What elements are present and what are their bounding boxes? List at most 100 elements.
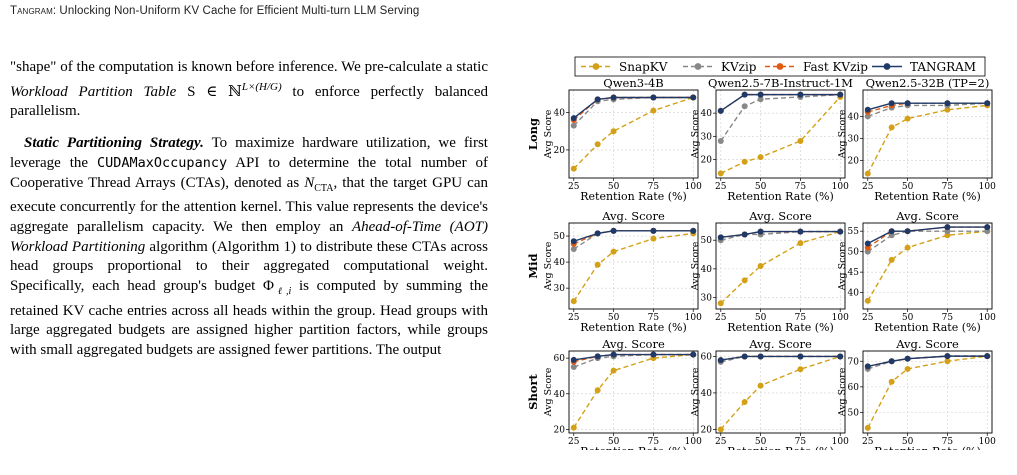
x-tick-label: 25	[715, 437, 727, 447]
panel-1-2: Avg. Score 25 50 75 100 40 45 50 55 Retention Rat…	[837, 209, 996, 334]
data-point	[594, 387, 601, 394]
x-tick-label: 100	[685, 313, 702, 323]
data-point	[650, 351, 657, 358]
data-point	[741, 103, 748, 110]
data-point	[864, 113, 871, 120]
x-tick-label: 100	[979, 313, 996, 323]
data-point	[904, 100, 911, 107]
y-axis-label: Avg Score	[837, 367, 848, 417]
series-line-kvzip	[573, 230, 694, 250]
data-point	[570, 115, 577, 122]
data-point	[610, 128, 617, 135]
panel-title: Qwen3-4B	[603, 76, 663, 90]
data-point	[741, 91, 748, 98]
panel-0-0: Qwen3-4B 25 50 75 100 20 40 Retention Rate (%) A…	[543, 76, 702, 203]
running-head-title: Tangram	[10, 5, 53, 17]
y-tick-label: 60	[554, 354, 566, 364]
x-tick-label: 100	[979, 437, 996, 447]
data-point	[797, 366, 804, 373]
y-axis-label: Avg Score	[690, 241, 701, 291]
series-line-kvzip	[867, 230, 988, 253]
x-tick-label: 25	[715, 182, 727, 192]
x-tick-label: 100	[832, 437, 849, 447]
panel-frame	[715, 350, 846, 434]
y-tick-label: 20	[701, 155, 713, 165]
panel-title: Qwen2.5-32B (TP=2)	[866, 76, 990, 90]
y-axis-label: Avg Score	[543, 241, 554, 291]
y-tick-label: 50	[848, 248, 860, 258]
y-tick-label: 55	[848, 227, 860, 237]
legend-label-1: KVzip	[721, 60, 757, 74]
panel-0-2: Qwen2.5-32B (TP=2) 25 50 75 100 20 30 40 Retenti…	[837, 76, 996, 203]
x-tick-label: 100	[832, 182, 849, 192]
y-tick-label: 45	[848, 268, 860, 278]
legend-label-0: SnapKV	[619, 60, 668, 74]
p2-code: CUDAMaxOccupancy	[97, 154, 228, 171]
paragraph-2: Static Partitioning Strategy. To maximiz…	[10, 134, 488, 361]
data-point	[944, 106, 951, 113]
x-axis-label: Retention Rate (%)	[874, 190, 981, 203]
x-tick-label: 75	[648, 437, 660, 447]
p2-runin-heading: Static Partitioning Strategy.	[24, 135, 204, 152]
p2-text-b: API to determine the total number of Coo…	[10, 154, 489, 191]
data-point	[984, 353, 991, 360]
data-point	[741, 158, 748, 165]
y-tick-label: 40	[554, 390, 566, 400]
panel-frame	[862, 350, 993, 434]
series-line-snapkv	[573, 353, 694, 429]
series-line-tangram	[720, 93, 841, 112]
figure-line-charts: SnapKV KVzip Fast KVzip TANGRAM Long Mid Short…	[527, 56, 996, 450]
panel-title: Avg. Score	[748, 209, 812, 223]
x-tick-label: 50	[902, 313, 914, 323]
y-tick-label: 20	[554, 425, 566, 435]
x-tick-label: 50	[608, 313, 620, 323]
y-axis-label: Avg Score	[837, 109, 848, 159]
p1-emphasis: Workload Partition Table	[10, 83, 177, 100]
legend: SnapKV KVzip Fast KVzip TANGRAM	[574, 56, 986, 77]
x-tick-label: 50	[902, 182, 914, 192]
x-tick-label: 100	[685, 182, 702, 192]
y-tick-label: 20	[701, 425, 713, 435]
y-tick-label: 40	[554, 258, 566, 268]
body-text-column: "shape" of the computation is known befo…	[10, 58, 488, 361]
panel-title: Avg. Score	[601, 209, 665, 223]
x-tick-label: 25	[715, 313, 727, 323]
y-tick-label: 60	[701, 352, 713, 362]
data-point	[757, 382, 764, 389]
data-point	[888, 358, 895, 365]
data-point	[570, 364, 577, 371]
data-point	[757, 154, 764, 161]
data-point	[610, 351, 617, 358]
data-point	[864, 363, 871, 370]
series-line-fast-kvzip	[720, 93, 841, 112]
series-line-snapkv	[573, 96, 694, 170]
x-tick-label: 100	[832, 313, 849, 323]
x-tick-label: 75	[942, 437, 954, 447]
data-point	[570, 298, 577, 305]
data-point	[570, 424, 577, 431]
x-axis-label: Retention Rate (%)	[727, 321, 834, 334]
x-axis-label: Retention Rate (%)	[580, 190, 687, 203]
data-point	[594, 353, 601, 360]
data-point	[717, 170, 724, 177]
y-tick-label: 40	[848, 112, 860, 122]
y-tick-label: 50	[848, 409, 860, 419]
legend-marker-0	[592, 63, 600, 70]
legend-marker-3	[883, 63, 891, 70]
data-point	[570, 122, 577, 129]
x-axis-label: Retention Rate (%)	[874, 321, 981, 334]
panel-0-1: Qwen2.5-7B-Instruct-1M 25 50 75 100 20 30 40 Ret…	[690, 76, 853, 203]
data-point	[984, 100, 991, 107]
data-point	[650, 235, 657, 242]
data-point	[864, 297, 871, 304]
data-point	[984, 224, 991, 231]
p2-subscript-2: ℓ,i	[273, 286, 292, 298]
x-tick-label: 50	[755, 437, 767, 447]
x-axis-label: Retention Rate (%)	[580, 321, 687, 334]
x-tick-label: 25	[862, 437, 874, 447]
x-tick-label: 75	[795, 313, 807, 323]
legend-label-3: TANGRAM	[910, 60, 976, 74]
series-line-fast-kvzip	[867, 226, 988, 249]
panel-frame	[568, 222, 699, 310]
y-tick-label: 40	[701, 389, 713, 399]
